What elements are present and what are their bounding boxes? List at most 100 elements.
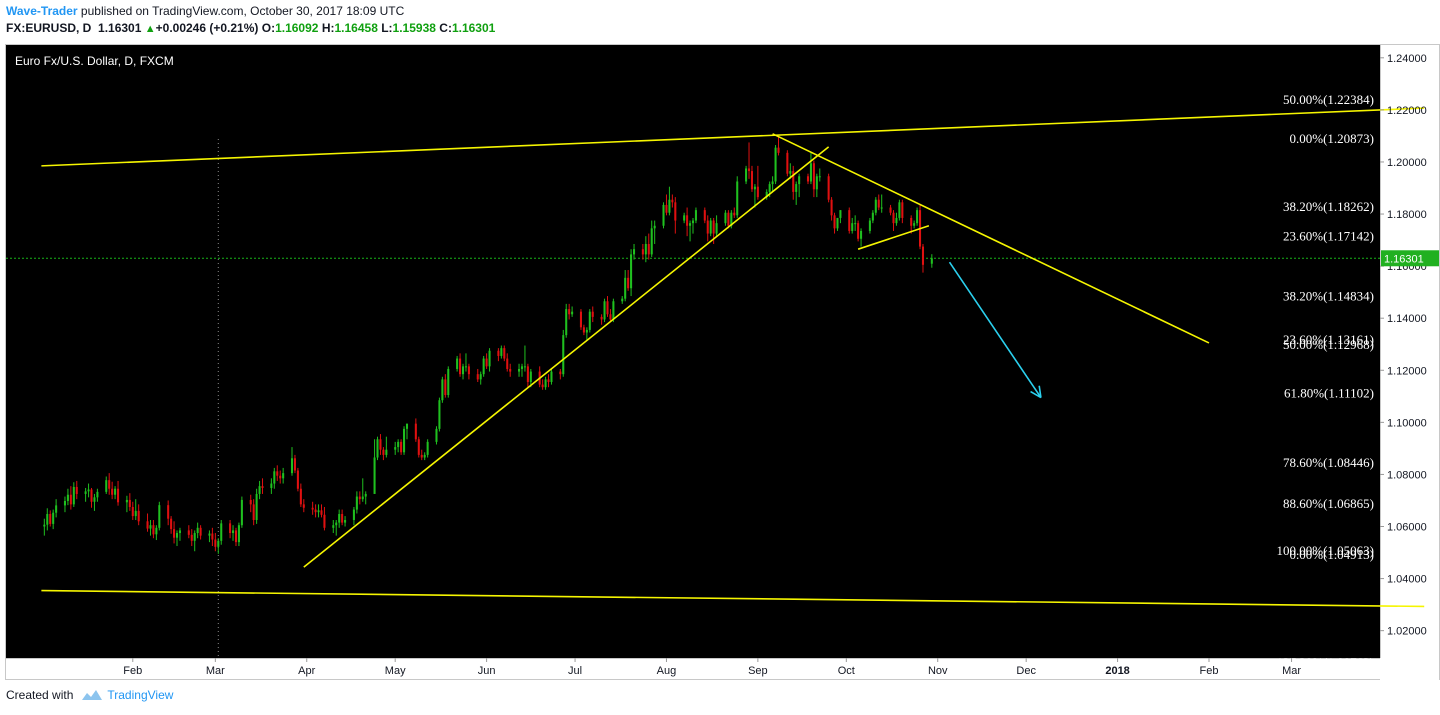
candle[interactable] [258,480,261,500]
candle[interactable] [809,152,812,185]
candle[interactable] [49,510,52,527]
candle[interactable] [792,165,795,200]
candle[interactable] [603,298,606,323]
candle[interactable] [403,426,406,455]
candle[interactable] [167,500,170,526]
candle[interactable] [921,243,925,273]
candle[interactable] [234,527,238,547]
price-chart[interactable]: 50.00%(1.22384) 0.00%(1.20873) 38.20%(1.18… [0,0,1440,690]
candle[interactable] [178,527,181,541]
candle[interactable] [683,212,686,224]
plot-background[interactable] [6,44,1380,658]
price-axis-background[interactable] [1380,44,1440,658]
candle[interactable] [423,452,426,461]
author-link[interactable]: Wave-Trader [6,4,78,18]
candle[interactable] [420,449,423,461]
candle[interactable] [895,212,898,226]
candle[interactable] [653,220,656,244]
candle[interactable] [117,480,120,506]
pennant-lower-line[interactable] [857,224,930,250]
candle[interactable] [220,519,223,545]
candle[interactable] [500,345,503,359]
candle[interactable] [674,197,677,234]
candle[interactable] [134,499,137,520]
candle[interactable] [650,220,653,257]
candle[interactable] [812,160,815,198]
candle[interactable] [317,504,320,518]
candle[interactable] [111,481,114,500]
candle[interactable] [706,215,709,242]
candle[interactable] [818,168,821,182]
candle[interactable] [815,173,818,198]
candle[interactable] [69,486,72,510]
candle[interactable] [302,499,305,513]
candle[interactable] [438,397,441,432]
descending-trendline[interactable] [772,133,1210,344]
candle[interactable] [709,217,712,237]
candle[interactable] [568,303,571,320]
candle[interactable] [624,270,627,302]
candle[interactable] [526,363,529,388]
candle[interactable] [860,228,863,247]
candle[interactable] [632,243,636,260]
candle[interactable] [196,522,199,539]
candle[interactable] [364,491,367,505]
candle[interactable] [913,220,916,229]
candle[interactable] [506,353,509,372]
candle[interactable] [459,353,462,377]
candle[interactable] [332,519,335,534]
candle[interactable] [877,194,880,211]
candle[interactable] [830,197,833,221]
candle[interactable] [733,207,736,218]
candle[interactable] [400,439,403,455]
candle[interactable] [591,306,594,323]
candle[interactable] [848,207,851,234]
candle[interactable] [208,530,211,543]
candle[interactable] [509,363,512,377]
candle[interactable] [296,467,299,492]
candle[interactable] [798,173,801,198]
candle[interactable] [290,447,294,476]
candle[interactable] [128,493,131,511]
candle[interactable] [668,186,671,216]
candle[interactable] [880,194,883,213]
candle[interactable] [217,538,220,554]
candle[interactable] [187,525,190,539]
candle[interactable] [125,495,128,513]
candle[interactable] [777,137,780,156]
candle[interactable] [671,194,674,208]
candle[interactable] [686,207,689,237]
candle[interactable] [96,488,99,502]
candle[interactable] [146,513,149,532]
candle[interactable] [868,217,871,234]
candle[interactable] [609,309,612,323]
candle[interactable] [255,488,258,524]
candle[interactable] [600,314,603,325]
candle[interactable] [279,470,282,484]
candle[interactable] [523,345,526,372]
candle[interactable] [547,374,550,388]
candle[interactable] [503,345,506,362]
candle[interactable] [320,504,323,518]
candle[interactable] [229,519,232,539]
candle[interactable] [382,447,385,461]
candle[interactable] [479,371,482,385]
candle[interactable] [90,487,93,508]
candle[interactable] [854,215,857,231]
candle[interactable] [55,499,58,518]
candle[interactable] [456,355,459,372]
upper-channel-line[interactable] [41,107,1425,167]
candle[interactable] [585,327,588,341]
candle[interactable] [497,348,500,362]
candle[interactable] [518,363,521,377]
candle[interactable] [588,309,591,333]
candle[interactable] [786,150,789,177]
candle[interactable] [898,199,901,221]
candle[interactable] [394,441,397,455]
candle[interactable] [175,530,179,547]
candle[interactable] [344,516,347,527]
candle[interactable] [621,296,624,304]
candle[interactable] [240,496,243,528]
candle[interactable] [447,366,450,398]
candle[interactable] [314,504,317,518]
